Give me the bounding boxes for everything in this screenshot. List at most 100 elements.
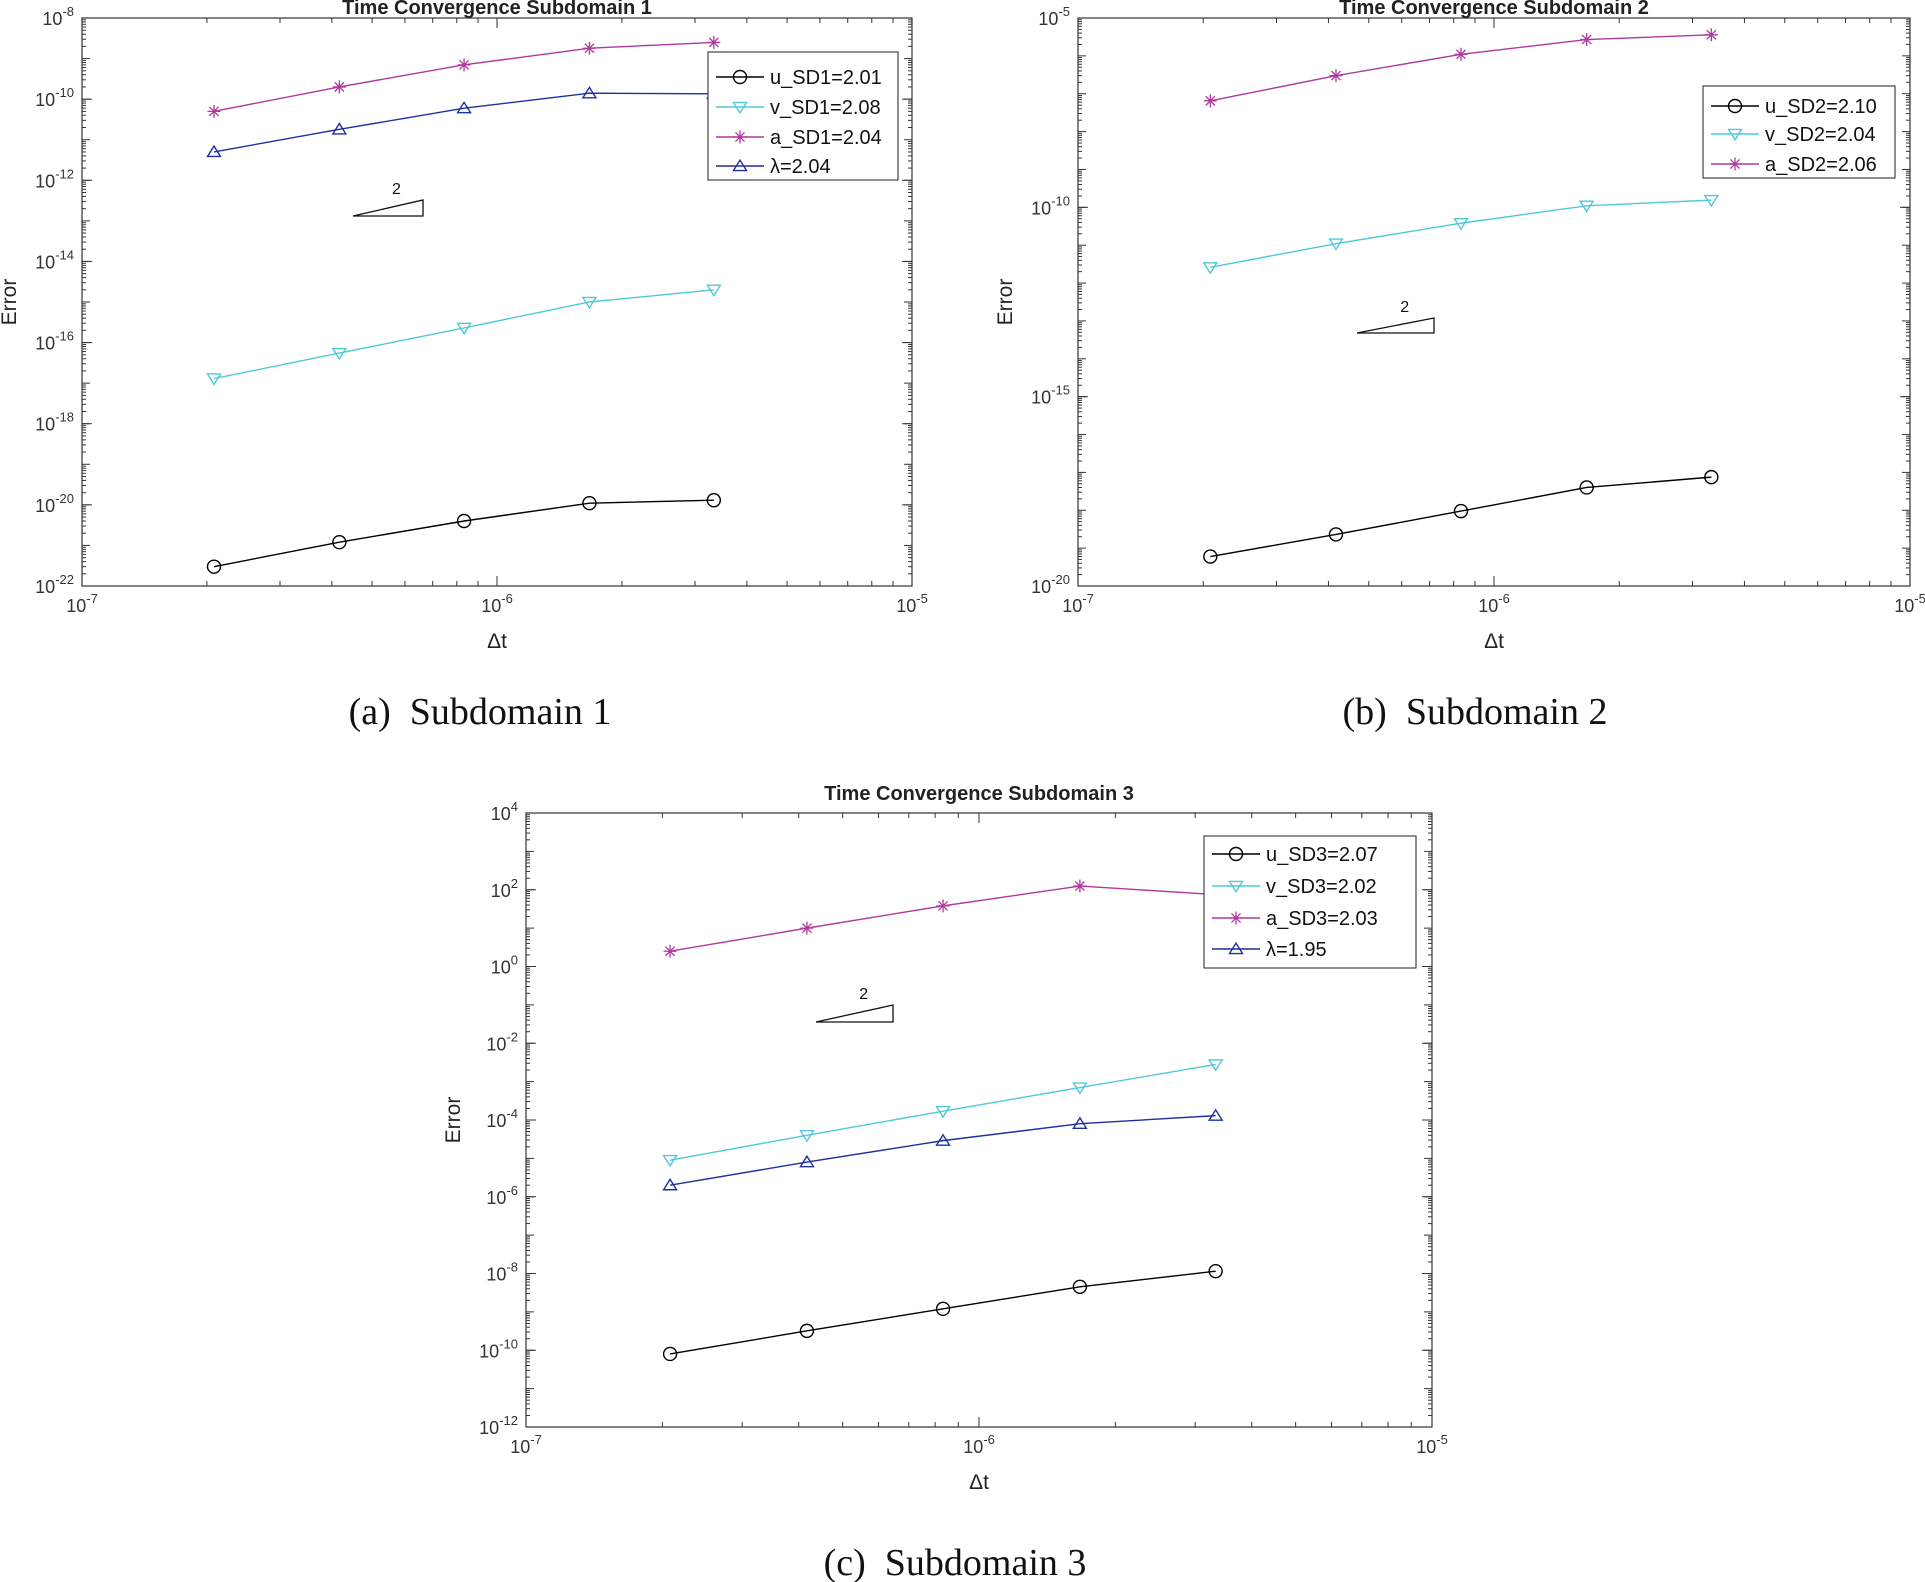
series-line (669, 1063, 1216, 1161)
series-line (1210, 476, 1712, 558)
data-point (457, 58, 471, 72)
y-tick-label: 100 (491, 953, 518, 978)
data-point (706, 284, 722, 297)
data-point (1207, 1108, 1224, 1121)
slope-triangle (1356, 317, 1435, 334)
x-tick-label: 10-5 (1894, 591, 1925, 616)
data-point (1329, 69, 1343, 83)
data-point (662, 1154, 678, 1168)
data-point (332, 80, 346, 94)
data-point (799, 1154, 815, 1168)
x-tick-label: 10-6 (481, 591, 513, 616)
chart-title: Time Convergence Subdomain 1 (342, 0, 652, 19)
data-point (456, 100, 472, 114)
series-2 (1203, 28, 1718, 108)
data-point (582, 495, 597, 511)
slope-label: 2 (392, 181, 401, 198)
data-point (1580, 33, 1594, 47)
legend-marker (733, 130, 747, 144)
series-line (1210, 199, 1712, 269)
y-axis-label: Error (994, 279, 1017, 326)
data-point (1328, 527, 1344, 542)
y-tick-label: 10-18 (35, 410, 74, 435)
data-point (1208, 1263, 1223, 1279)
legend-marker (732, 101, 748, 115)
data-point (1328, 238, 1344, 251)
x-tick-label: 10-6 (963, 1432, 995, 1457)
y-tick-label: 102 (491, 876, 518, 901)
x-tick-label: 10-7 (66, 591, 98, 616)
data-point (662, 1178, 678, 1191)
chart-sd1: 10-7 10-6 10-5 10-22 10-20 10-18 10-16 10-14 10-… (0, 0, 928, 653)
data-point (1453, 503, 1469, 519)
subfigure-caption: (a) Subdomain 1 (349, 691, 612, 733)
legend: u_SD2=2.10 v_SD2=2.04 a_SD2=2.06 (1702, 85, 1896, 179)
legend-marker (1228, 846, 1244, 862)
y-axis-label: Error (0, 279, 21, 326)
chart-sd2: 10-7 10-6 10-5 10-20 10-15 10-10 10-5 Time Conv… (994, 0, 1925, 653)
data-point (707, 35, 721, 49)
legend-entry: λ=1.95 (1266, 939, 1327, 961)
legend-entry: u_SD3=2.07 (1266, 844, 1378, 866)
legend-marker (1229, 911, 1243, 925)
x-axis-label: Δt (1484, 630, 1504, 653)
y-tick-label: 10-20 (35, 491, 74, 516)
chart-sd3: 10-7 10-6 10-5 10-12 10-10 10-8 10-6 10-4 10-2 10… (442, 783, 1448, 1494)
data-point (1453, 217, 1469, 231)
y-tick-label: 10-4 (486, 1106, 518, 1131)
legend-marker (1228, 941, 1244, 955)
legend-entry: v_SD1=2.08 (770, 97, 881, 119)
x-axis-label: Δt (487, 630, 507, 653)
series-line (669, 1114, 1216, 1186)
series-3 (662, 1108, 1224, 1191)
data-point (1207, 1059, 1224, 1072)
data-point (331, 122, 348, 135)
series-0 (1203, 469, 1719, 564)
data-point (456, 322, 472, 336)
legend: u_SD1=2.01 v_SD1=2.08 a_SD1=2.04 λ=2.04 (707, 51, 899, 181)
legend-entry: a_SD1=2.04 (770, 127, 882, 149)
data-point (1203, 94, 1217, 108)
data-point (206, 559, 222, 574)
chart-title: Time Convergence Subdomain 3 (824, 783, 1134, 805)
legend-marker (1228, 880, 1244, 894)
data-point (1073, 879, 1087, 893)
y-tick-label: 10-12 (479, 1413, 518, 1438)
series-1 (206, 284, 722, 386)
data-point (935, 1105, 951, 1119)
data-point (1704, 469, 1719, 485)
legend: u_SD3=2.07 v_SD3=2.02 a_SD3=2.03 λ=1.95 (1203, 835, 1417, 969)
data-point (799, 1323, 815, 1339)
data-point (456, 513, 472, 529)
data-point (581, 86, 598, 99)
slope-triangle (815, 1004, 894, 1023)
data-point (800, 921, 814, 935)
y-tick-label: 10-12 (35, 166, 74, 191)
x-tick-label: 10-5 (896, 591, 928, 616)
y-tick-label: 10-14 (35, 247, 74, 272)
legend-box (1203, 835, 1417, 969)
data-point (1454, 47, 1468, 61)
y-tick-label: 10-8 (486, 1260, 518, 1285)
data-point (206, 144, 222, 158)
data-point (582, 41, 596, 55)
x-axis-label: Δt (969, 1471, 989, 1494)
data-point (581, 296, 598, 310)
y-tick-label: 10-2 (486, 1029, 518, 1054)
legend-entry: a_SD2=2.06 (1765, 154, 1877, 176)
legend-marker (1727, 98, 1743, 114)
data-point (663, 944, 677, 958)
y-tick-label: 10-15 (1031, 383, 1070, 408)
y-tick-label: 10-20 (1031, 572, 1070, 597)
data-point (1202, 262, 1219, 275)
subfigure-caption: (b) Subdomain 2 (1343, 691, 1608, 733)
slope-label: 2 (1400, 299, 1409, 316)
x-tick-label: 10-5 (1416, 1432, 1448, 1457)
data-point (1704, 28, 1718, 42)
data-point (332, 535, 347, 550)
y-tick-label: 10-6 (486, 1183, 518, 1208)
legend-box (707, 51, 899, 181)
y-tick-label: 10-8 (42, 4, 74, 29)
data-point (706, 493, 722, 508)
